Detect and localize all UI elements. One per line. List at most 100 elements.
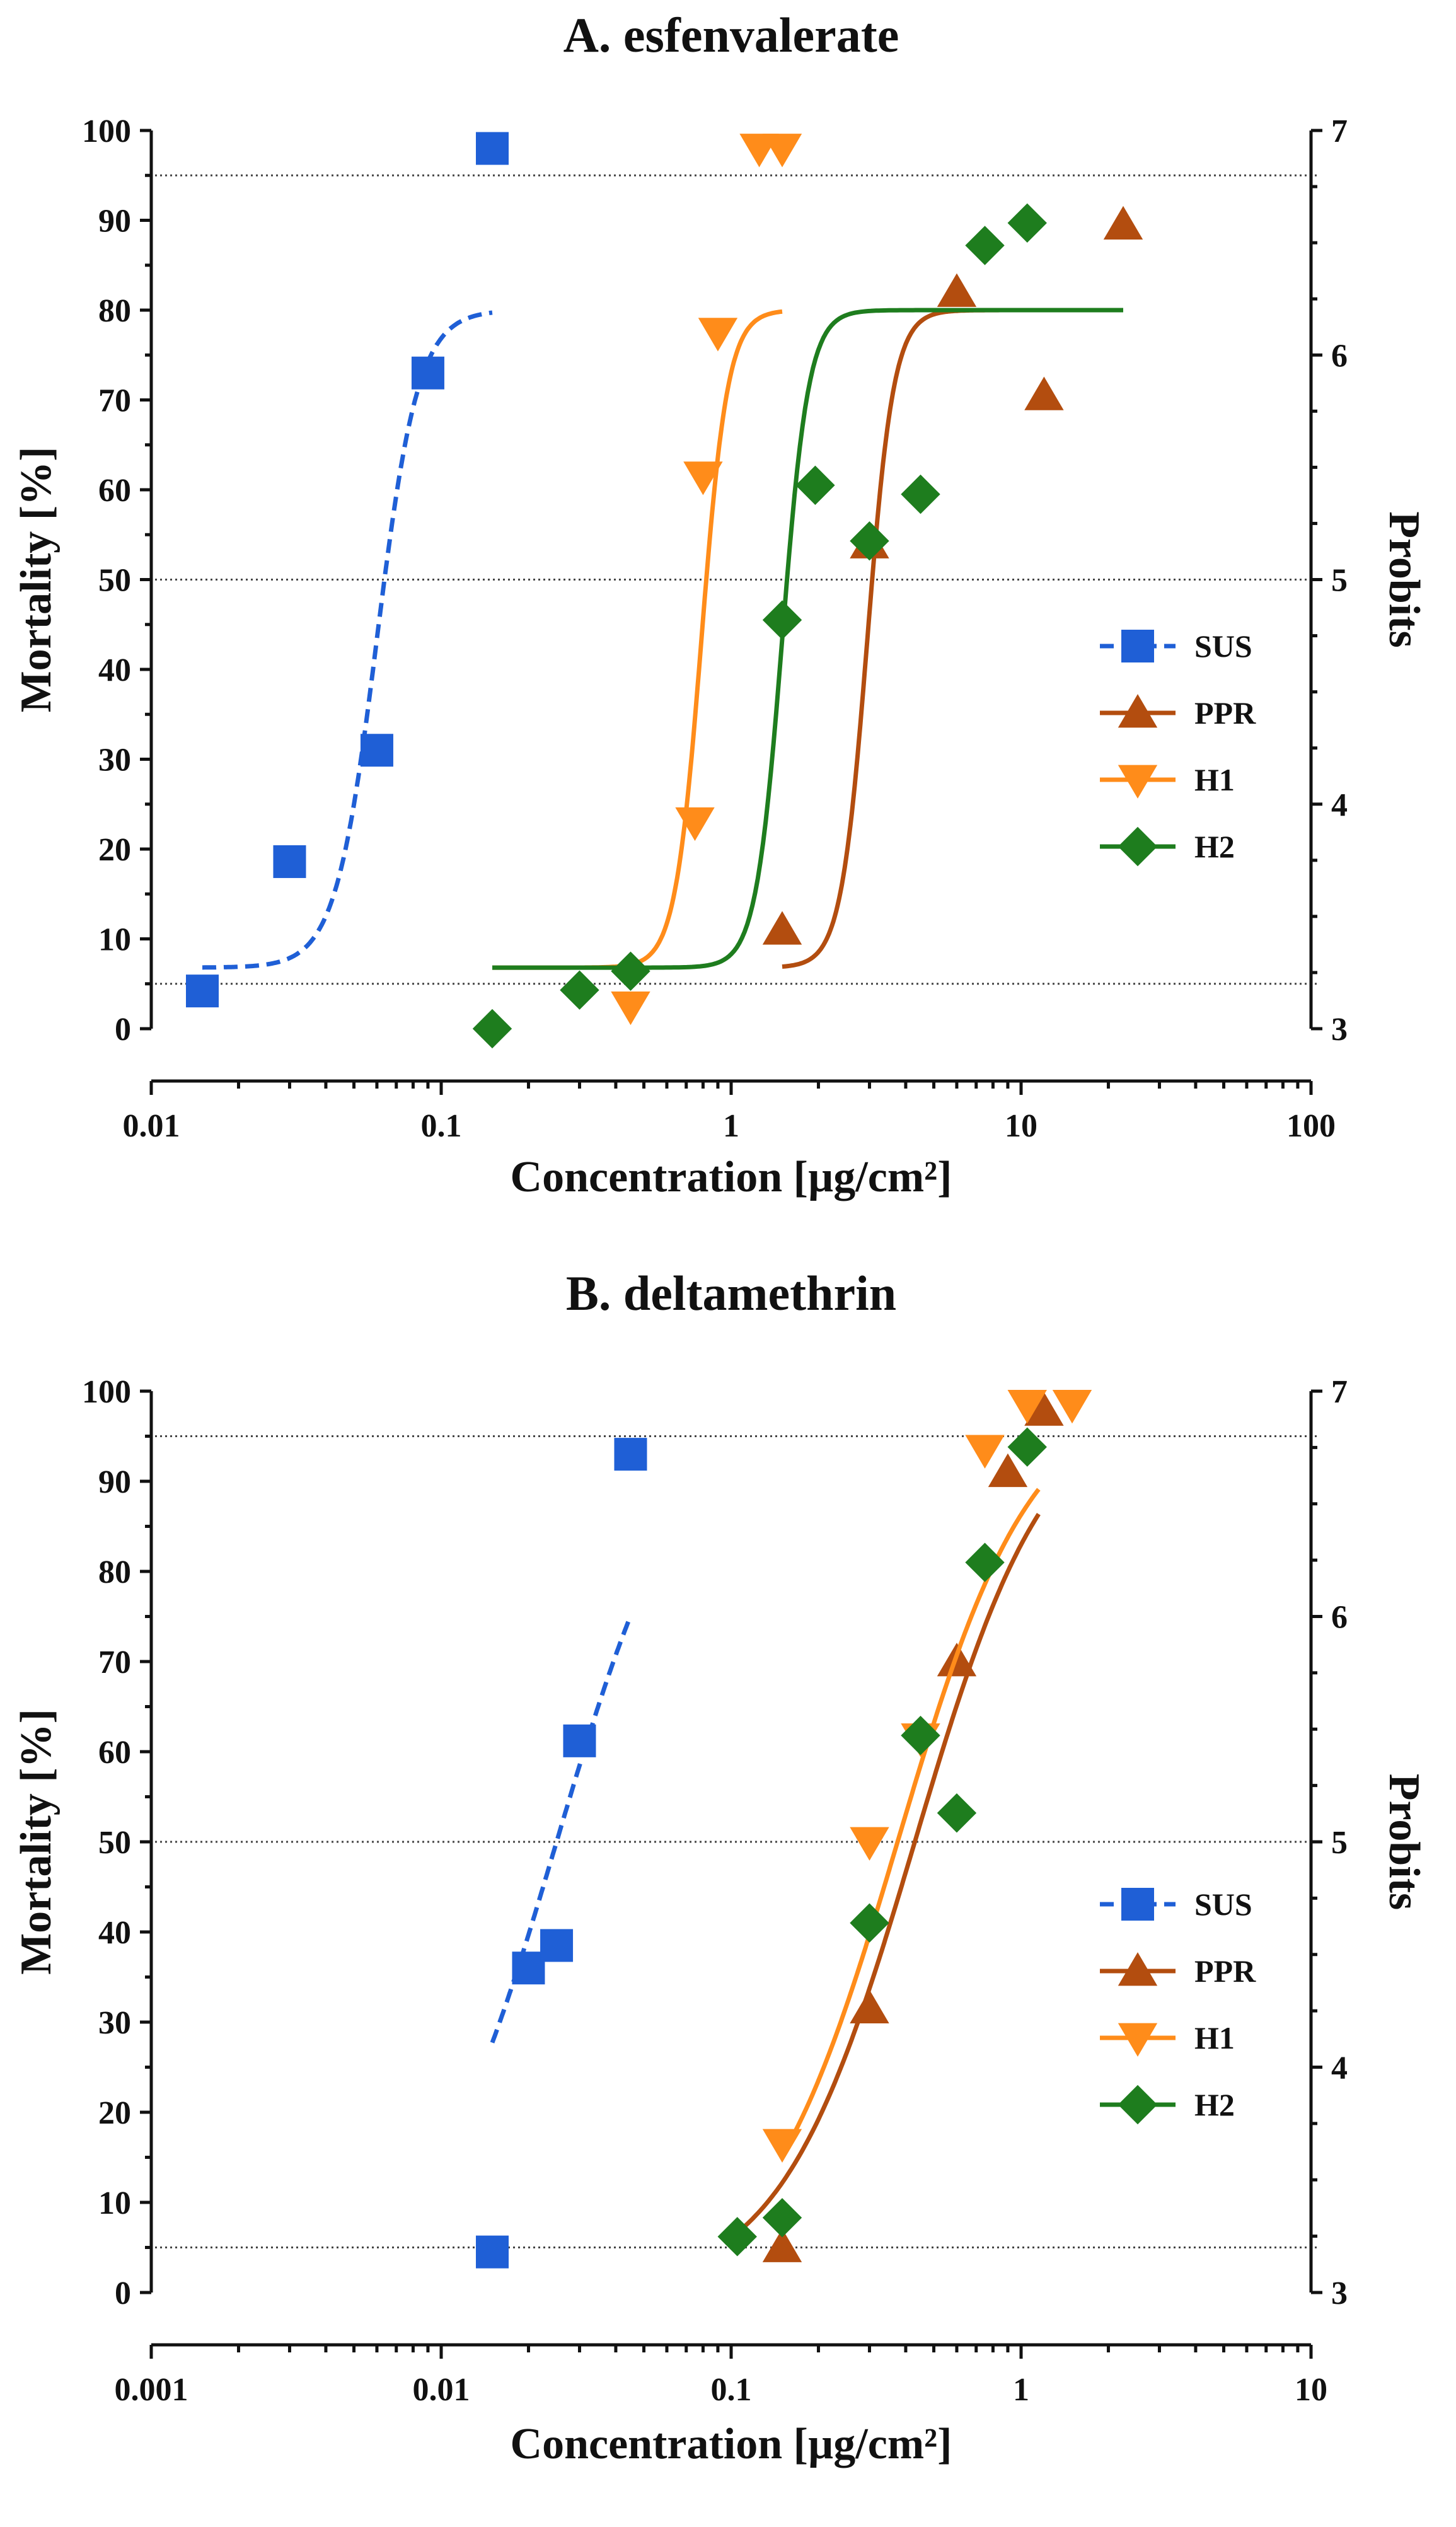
y-axis-label: Mortality [%] bbox=[12, 447, 61, 713]
chart-title: B. deltamethrin bbox=[566, 1266, 896, 1321]
x-tick-label: 0.01 bbox=[123, 1108, 180, 1144]
x-tick-label: 0.1 bbox=[711, 2372, 752, 2408]
series-h2 bbox=[717, 1427, 1047, 2257]
legend-marker-h2 bbox=[1118, 2085, 1158, 2125]
y-tick-label: 20 bbox=[98, 832, 131, 868]
y2-tick-label: 3 bbox=[1331, 1012, 1348, 1048]
x-axis-label: Concentration [µg/cm²] bbox=[511, 2420, 952, 2468]
data-point-sus bbox=[360, 734, 393, 767]
legend-marker-h1 bbox=[1118, 765, 1158, 799]
data-point-ppr bbox=[762, 2228, 802, 2262]
y-tick-label: 50 bbox=[98, 1825, 131, 1861]
legend-label-h2: H2 bbox=[1194, 2087, 1235, 2122]
legend-label-h2: H2 bbox=[1194, 829, 1235, 864]
y-tick-label: 100 bbox=[82, 113, 131, 149]
y-tick-label: 90 bbox=[98, 1464, 131, 1500]
data-point-h1 bbox=[683, 461, 723, 495]
chart-title: A. esfenvalerate bbox=[563, 8, 899, 62]
legend-label-h1: H1 bbox=[1194, 2020, 1235, 2056]
x-tick-label: 0.1 bbox=[421, 1108, 462, 1144]
data-point-h2 bbox=[762, 2198, 802, 2238]
series-sus bbox=[476, 1438, 647, 2269]
series-ppr bbox=[762, 205, 1143, 969]
data-point-h2 bbox=[717, 2217, 757, 2257]
data-point-h1 bbox=[1052, 1390, 1092, 1424]
data-point-sus bbox=[563, 1724, 596, 1757]
data-point-sus bbox=[186, 974, 219, 1008]
legend-marker-h1 bbox=[1118, 2023, 1158, 2057]
data-point-sus bbox=[476, 2235, 509, 2269]
y2-tick-label: 4 bbox=[1331, 787, 1348, 823]
x-axis-label: Concentration [µg/cm²] bbox=[511, 1153, 952, 1201]
y2-tick-label: 4 bbox=[1331, 2050, 1348, 2086]
y-tick-label: 70 bbox=[98, 1645, 131, 1680]
y2-tick-label: 6 bbox=[1331, 1600, 1348, 1636]
series-h1 bbox=[762, 1390, 1092, 2163]
data-point-h2 bbox=[901, 474, 940, 514]
data-point-h2 bbox=[965, 1542, 1005, 1582]
legend: SUS PPR H1 H2 bbox=[1100, 628, 1256, 867]
x-tick-label: 1 bbox=[1013, 2372, 1029, 2408]
data-point-h2 bbox=[762, 600, 802, 640]
fit-curve-ppr bbox=[782, 308, 1123, 969]
chart-b-deltamethrin: B. deltamethrin 0 10 20 30 40 50 60 70 80 90 100 Mor… bbox=[12, 1266, 1428, 2468]
data-point-h2 bbox=[937, 1793, 977, 1833]
data-point-h1 bbox=[675, 807, 715, 841]
x-tick-label: 1 bbox=[723, 1108, 739, 1144]
data-point-sus bbox=[411, 356, 444, 390]
legend: SUS PPR H1 H2 bbox=[1100, 1887, 1256, 2125]
legend-marker-sus bbox=[1121, 1888, 1154, 1921]
legend-marker-sus bbox=[1121, 630, 1154, 662]
y2-tick-label: 6 bbox=[1331, 338, 1348, 374]
data-point-ppr bbox=[1103, 205, 1143, 240]
y-tick-label: 0 bbox=[115, 1012, 131, 1048]
y-tick-label: 40 bbox=[98, 652, 131, 688]
y2-tick-label: 5 bbox=[1331, 1825, 1348, 1861]
data-point-h1 bbox=[762, 2129, 802, 2163]
data-point-h2 bbox=[901, 1716, 940, 1755]
y2-tick-label: 7 bbox=[1331, 1374, 1348, 1410]
data-point-h2 bbox=[611, 951, 650, 991]
y2-tick-label: 7 bbox=[1331, 113, 1348, 149]
data-point-sus bbox=[614, 1438, 647, 1471]
data-point-h2 bbox=[965, 226, 1005, 265]
y-tick-label: 60 bbox=[98, 1735, 131, 1771]
data-point-ppr bbox=[937, 273, 977, 307]
y-axis-label: Mortality [%] bbox=[12, 1709, 61, 1975]
x-tick-label: 10 bbox=[1295, 2372, 1327, 2408]
legend-label-sus: SUS bbox=[1194, 1887, 1252, 1922]
data-point-sus bbox=[512, 1952, 545, 1985]
fit-curve-h1 bbox=[492, 309, 783, 970]
data-point-h2 bbox=[560, 970, 599, 1010]
data-point-h1 bbox=[965, 1435, 1005, 1469]
data-point-h2 bbox=[1007, 203, 1047, 243]
y2-tick-label: 5 bbox=[1331, 563, 1348, 599]
y2-axis-label: Probits bbox=[1380, 1774, 1428, 1911]
data-point-h2 bbox=[850, 1903, 889, 1943]
y-tick-label: 80 bbox=[98, 1554, 131, 1590]
y-tick-label: 60 bbox=[98, 473, 131, 509]
y2-axis-label: Probits bbox=[1380, 511, 1428, 648]
y-tick-label: 30 bbox=[98, 2005, 131, 2041]
y-tick-label: 30 bbox=[98, 743, 131, 778]
y-tick-label: 20 bbox=[98, 2095, 131, 2131]
y-tick-label: 10 bbox=[98, 2185, 131, 2221]
fit-curve-sus bbox=[202, 310, 493, 970]
y-tick-label: 50 bbox=[98, 563, 131, 599]
data-point-ppr bbox=[850, 1989, 889, 2023]
data-point-h1 bbox=[1007, 1390, 1047, 1424]
y-tick-label: 40 bbox=[98, 1915, 131, 1951]
data-point-sus bbox=[540, 1929, 574, 1962]
x-tick-label: 0.01 bbox=[413, 2372, 470, 2408]
legend-marker-h2 bbox=[1118, 826, 1158, 867]
data-point-ppr bbox=[988, 1453, 1028, 1488]
series-sus bbox=[186, 132, 509, 1008]
legend-marker-ppr bbox=[1118, 1952, 1158, 1986]
data-point-h2 bbox=[795, 465, 835, 506]
y2-tick-label: 3 bbox=[1331, 2275, 1348, 2311]
legend-label-ppr: PPR bbox=[1194, 1953, 1256, 1989]
data-point-sus bbox=[273, 845, 306, 878]
fit-curve-h2 bbox=[492, 308, 1123, 970]
y-tick-label: 10 bbox=[98, 922, 131, 958]
data-point-h2 bbox=[1007, 1427, 1047, 1467]
